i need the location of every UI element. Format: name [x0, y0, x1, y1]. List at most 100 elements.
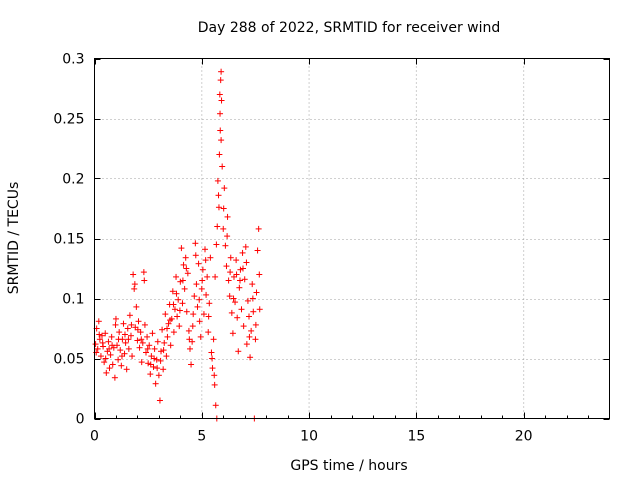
data-point	[160, 366, 167, 373]
data-point	[250, 308, 257, 315]
data-point	[222, 242, 229, 249]
data-point	[128, 321, 135, 328]
data-point	[244, 297, 251, 304]
data-point	[126, 312, 133, 319]
data-point	[120, 320, 127, 327]
data-point	[94, 345, 101, 352]
data-point	[141, 321, 148, 328]
data-point	[129, 353, 136, 360]
data-point	[173, 273, 180, 280]
data-point	[121, 331, 128, 338]
data-point	[103, 369, 110, 376]
data-point	[221, 185, 228, 192]
data-point	[249, 281, 256, 288]
data-point	[235, 348, 242, 355]
data-point	[218, 68, 225, 75]
data-points	[92, 68, 263, 422]
data-point	[214, 223, 221, 230]
data-point	[151, 355, 158, 362]
data-point	[176, 307, 183, 314]
data-point	[229, 330, 236, 337]
data-point	[196, 318, 203, 325]
data-point	[202, 257, 209, 264]
data-point	[109, 361, 116, 368]
data-point	[197, 333, 204, 340]
data-point	[115, 336, 122, 343]
data-point	[115, 356, 122, 363]
y-axis-label: SRMTID / TECUs	[6, 182, 22, 295]
data-point	[145, 360, 152, 367]
data-point	[255, 225, 262, 232]
data-point	[107, 351, 114, 358]
data-point	[106, 345, 113, 352]
data-point	[125, 345, 132, 352]
data-point	[117, 347, 124, 354]
data-point	[138, 336, 145, 343]
data-point	[183, 308, 190, 315]
data-point	[206, 300, 213, 307]
data-point	[211, 372, 218, 379]
data-point	[224, 213, 231, 220]
x-tick-label: 10	[300, 429, 318, 445]
data-point	[92, 341, 99, 348]
data-point	[164, 333, 171, 340]
data-point	[183, 265, 190, 272]
x-tick-label: 5	[197, 429, 206, 445]
data-point	[232, 299, 239, 306]
x-tick-label: 0	[90, 429, 99, 445]
data-point	[149, 330, 156, 337]
x-tick-label: 15	[407, 429, 425, 445]
data-point	[188, 361, 195, 368]
data-point	[203, 291, 210, 298]
y-tick-label: 0	[76, 412, 85, 428]
data-point	[185, 327, 192, 334]
data-point	[233, 271, 240, 278]
data-point	[211, 381, 218, 388]
data-point	[96, 331, 103, 338]
data-point	[151, 345, 158, 352]
data-point	[139, 339, 146, 346]
data-point	[233, 257, 240, 264]
data-point	[186, 336, 193, 343]
data-point	[247, 354, 254, 361]
data-point	[243, 341, 250, 348]
data-point	[228, 309, 235, 316]
data-point	[219, 163, 226, 170]
data-point	[236, 277, 243, 284]
data-point	[217, 110, 224, 117]
data-point	[190, 311, 197, 318]
chart-title: Day 288 of 2022, SRMTID for receiver win…	[198, 20, 501, 36]
data-point	[177, 278, 184, 285]
data-point	[154, 365, 161, 372]
data-point	[99, 332, 106, 339]
y-tick-label: 0.1	[62, 292, 84, 308]
data-point	[202, 246, 209, 253]
data-point	[191, 293, 198, 300]
data-point	[106, 365, 113, 372]
data-point	[111, 374, 118, 381]
data-point	[217, 127, 224, 134]
data-point	[153, 356, 160, 363]
axis-ticks: 0 5 10 15 20 0 0.05 0.1 0.15 0.2 0.25 0.3	[53, 52, 610, 445]
data-point	[179, 277, 186, 284]
data-point	[165, 320, 172, 327]
data-point	[236, 284, 243, 291]
data-point	[116, 329, 123, 336]
data-point	[170, 301, 177, 308]
data-point	[155, 372, 162, 379]
data-point	[154, 338, 161, 345]
data-point	[205, 313, 212, 320]
data-point	[207, 254, 214, 261]
data-point	[199, 266, 206, 273]
data-point	[248, 327, 255, 334]
data-point	[254, 247, 261, 254]
data-point	[227, 269, 234, 276]
data-point	[173, 290, 180, 297]
data-point	[156, 397, 163, 404]
data-point	[210, 336, 217, 343]
data-point	[209, 365, 216, 372]
data-point	[141, 277, 148, 284]
data-point	[213, 241, 220, 248]
data-point	[146, 342, 153, 349]
data-point	[144, 333, 151, 340]
